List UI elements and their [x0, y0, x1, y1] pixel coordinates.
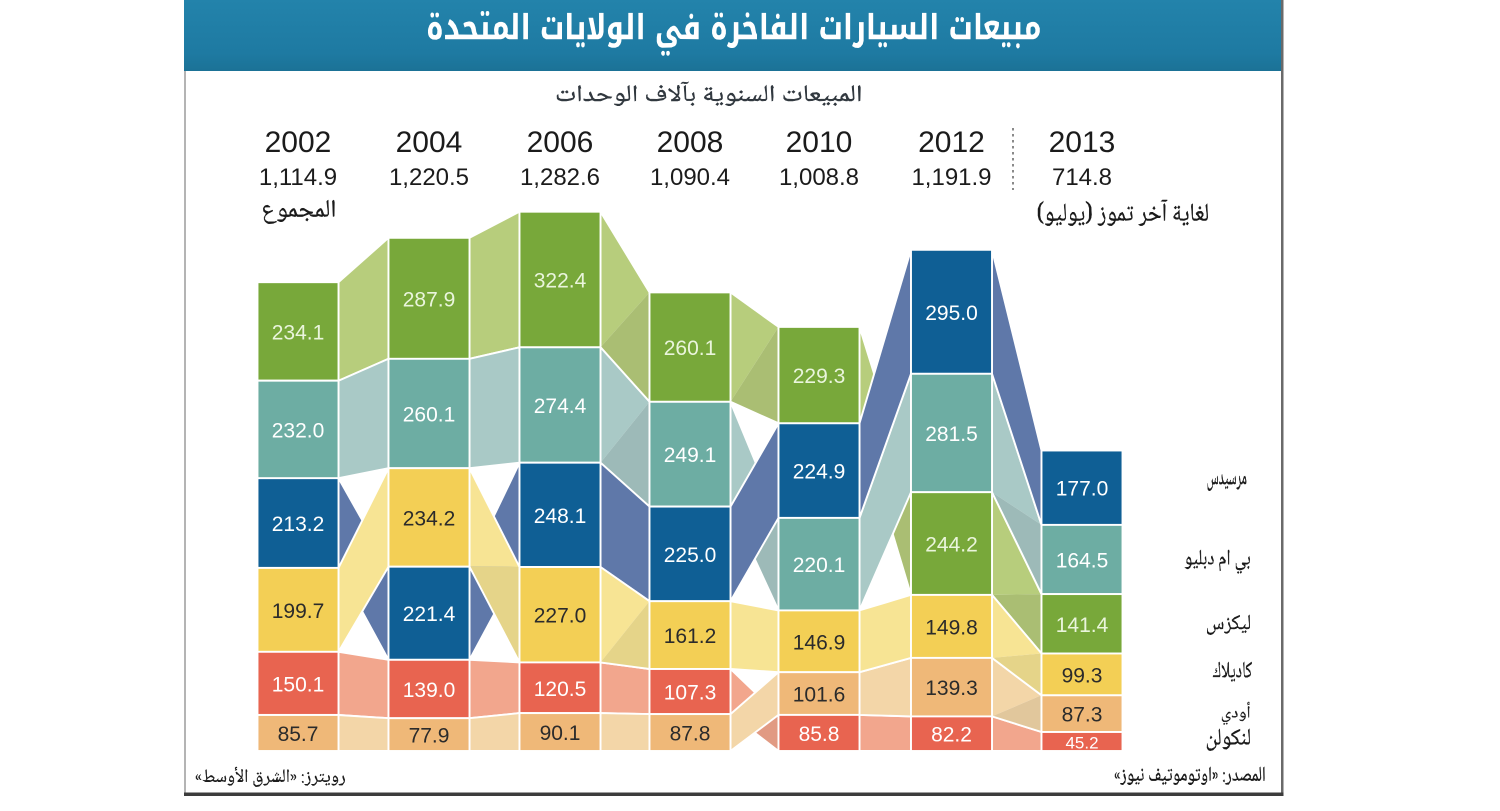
svg-text:260.1: 260.1	[664, 337, 717, 360]
svg-text:150.1: 150.1	[272, 673, 325, 696]
svg-text:2013: 2013	[1049, 126, 1116, 159]
svg-text:85.7: 85.7	[278, 723, 319, 746]
svg-text:161.2: 161.2	[664, 625, 717, 648]
svg-text:177.0: 177.0	[1056, 478, 1109, 501]
svg-text:260.1: 260.1	[403, 404, 456, 427]
svg-text:213.2: 213.2	[272, 513, 325, 536]
svg-text:281.5: 281.5	[925, 423, 978, 446]
svg-text:287.9: 287.9	[403, 288, 456, 311]
svg-text:2010: 2010	[786, 126, 853, 159]
svg-text:99.3: 99.3	[1062, 664, 1103, 687]
svg-text:139.3: 139.3	[925, 677, 978, 700]
svg-text:149.8: 149.8	[925, 616, 978, 639]
svg-text:234.1: 234.1	[272, 321, 325, 344]
svg-text:77.9: 77.9	[409, 725, 450, 748]
svg-text:45.2: 45.2	[1065, 734, 1098, 753]
svg-text:2008: 2008	[657, 126, 724, 159]
svg-text:141.4: 141.4	[1056, 614, 1109, 637]
svg-text:221.4: 221.4	[403, 603, 456, 626]
svg-text:146.9: 146.9	[793, 631, 846, 654]
svg-text:229.3: 229.3	[793, 365, 846, 388]
svg-text:234.2: 234.2	[403, 508, 456, 531]
svg-text:2004: 2004	[396, 126, 463, 159]
svg-text:249.1: 249.1	[664, 444, 717, 467]
svg-text:248.1: 248.1	[534, 505, 587, 528]
svg-text:274.4: 274.4	[534, 395, 587, 418]
svg-text:227.0: 227.0	[534, 605, 587, 628]
svg-text:232.0: 232.0	[272, 419, 325, 442]
svg-text:82.2: 82.2	[931, 724, 972, 747]
svg-text:90.1: 90.1	[540, 722, 581, 745]
svg-text:2012: 2012	[918, 126, 985, 159]
svg-text:107.3: 107.3	[664, 682, 717, 705]
svg-text:225.0: 225.0	[664, 544, 717, 567]
svg-text:87.3: 87.3	[1062, 704, 1103, 727]
svg-text:1,114.9: 1,114.9	[259, 164, 337, 191]
svg-text:1,008.8: 1,008.8	[779, 164, 859, 191]
svg-text:714.8: 714.8	[1052, 164, 1112, 191]
svg-text:1,090.4: 1,090.4	[650, 164, 730, 191]
svg-text:220.1: 220.1	[793, 554, 846, 577]
svg-text:322.4: 322.4	[534, 270, 587, 293]
svg-text:87.8: 87.8	[670, 723, 711, 746]
svg-text:2002: 2002	[265, 126, 332, 159]
svg-text:1,282.6: 1,282.6	[520, 164, 600, 191]
svg-text:120.5: 120.5	[534, 678, 587, 701]
svg-text:244.2: 244.2	[925, 534, 978, 557]
svg-text:1,220.5: 1,220.5	[389, 164, 469, 191]
svg-text:85.8: 85.8	[799, 723, 840, 746]
svg-text:2006: 2006	[527, 126, 594, 159]
svg-text:224.9: 224.9	[793, 461, 846, 484]
svg-text:139.0: 139.0	[403, 679, 456, 702]
svg-text:295.0: 295.0	[925, 302, 978, 325]
svg-text:164.5: 164.5	[1056, 550, 1109, 573]
svg-text:101.6: 101.6	[793, 684, 846, 707]
svg-text:1,191.9: 1,191.9	[911, 164, 991, 191]
svg-text:199.7: 199.7	[272, 600, 325, 623]
